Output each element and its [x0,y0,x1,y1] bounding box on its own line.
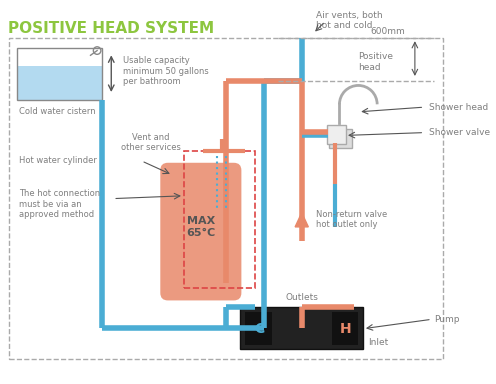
Text: Positive
head: Positive head [358,53,393,72]
Text: C: C [254,322,264,336]
Text: Hot water cylinder: Hot water cylinder [19,156,97,165]
FancyBboxPatch shape [241,307,363,349]
Text: Non-return valve
hot outlet only: Non-return valve hot outlet only [316,210,387,229]
FancyBboxPatch shape [332,312,358,345]
Text: POSITIVE HEAD SYSTEM: POSITIVE HEAD SYSTEM [7,22,214,36]
Text: Vent and
other services: Vent and other services [121,132,181,152]
Text: MAX
65°C: MAX 65°C [186,216,215,238]
Text: Usable capacity
minimum 50 gallons
per bathroom: Usable capacity minimum 50 gallons per b… [123,56,208,86]
Text: Pump: Pump [434,315,459,324]
FancyBboxPatch shape [327,125,346,144]
FancyBboxPatch shape [329,129,352,148]
Text: Air vents, both
hot and cold: Air vents, both hot and cold [316,11,382,30]
Text: Outlets: Outlets [285,293,318,302]
Text: Shower head: Shower head [429,103,488,112]
Text: H: H [339,322,351,336]
Polygon shape [295,213,309,227]
FancyBboxPatch shape [160,163,242,300]
Text: The hot connection
must be via an
approved method: The hot connection must be via an approv… [19,189,100,219]
Text: 600mm: 600mm [371,27,405,36]
Text: Inlet: Inlet [368,338,388,347]
FancyBboxPatch shape [245,312,271,345]
FancyBboxPatch shape [17,66,102,99]
Text: Shower valve: Shower valve [429,128,490,137]
Text: Cold water cistern: Cold water cistern [19,107,96,116]
